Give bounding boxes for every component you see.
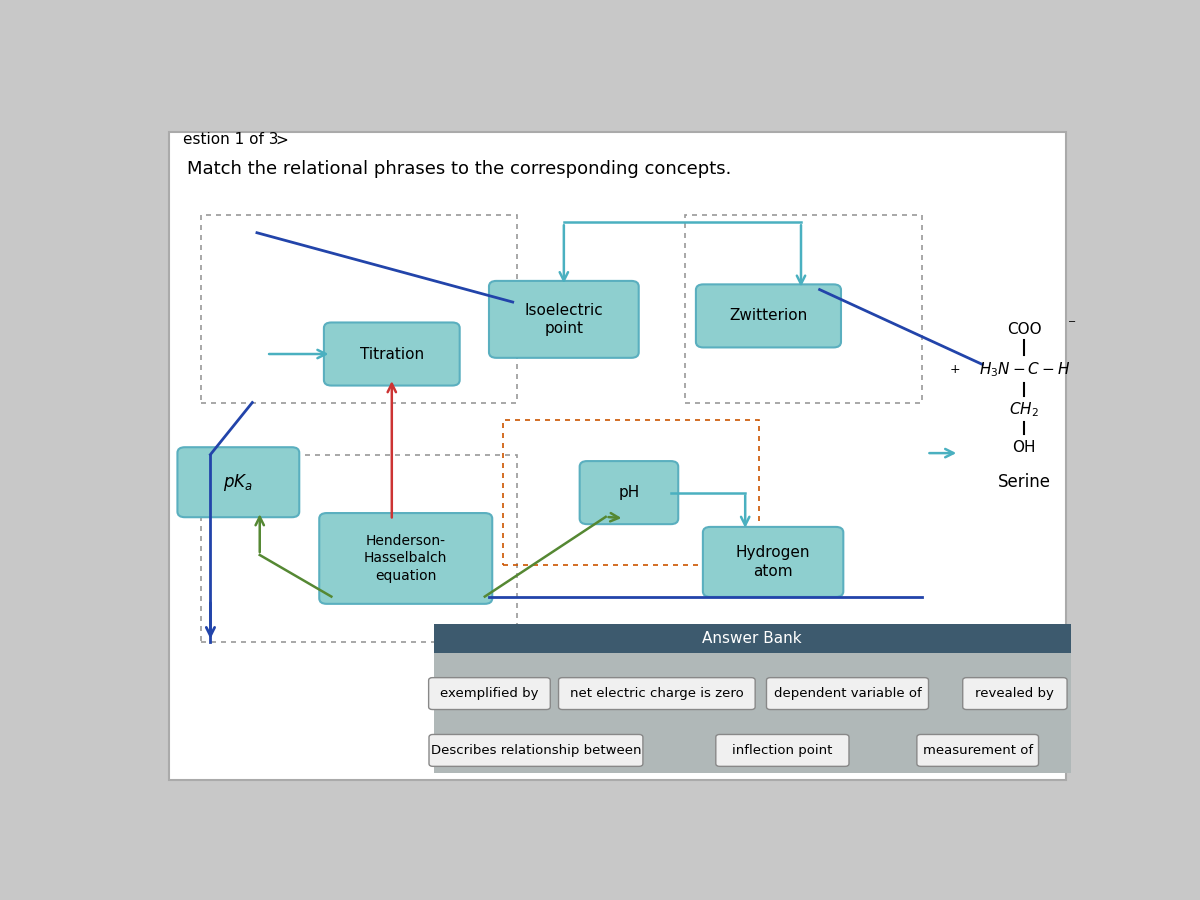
FancyBboxPatch shape (767, 678, 929, 709)
FancyBboxPatch shape (488, 281, 638, 358)
Text: Isoelectric
point: Isoelectric point (524, 302, 604, 337)
Text: +: + (949, 363, 960, 376)
Text: COO: COO (1007, 322, 1042, 338)
FancyBboxPatch shape (696, 284, 841, 347)
Text: $pK_a$: $pK_a$ (223, 472, 253, 492)
FancyBboxPatch shape (428, 678, 551, 709)
Text: Zwitterion: Zwitterion (730, 309, 808, 323)
Text: dependent variable of: dependent variable of (774, 687, 922, 700)
Bar (202, 454, 517, 642)
FancyBboxPatch shape (324, 322, 460, 385)
Text: revealed by: revealed by (976, 687, 1055, 700)
Text: $H_3N-C-H$: $H_3N-C-H$ (978, 360, 1070, 379)
Text: Describes relationship between: Describes relationship between (431, 744, 641, 757)
Text: Titration: Titration (360, 346, 424, 362)
FancyBboxPatch shape (319, 513, 492, 604)
Text: Serine: Serine (997, 473, 1051, 491)
Bar (504, 419, 760, 565)
Text: inflection point: inflection point (732, 744, 833, 757)
FancyBboxPatch shape (178, 447, 299, 518)
FancyBboxPatch shape (703, 526, 844, 597)
Text: Henderson-
Hasselbalch
equation: Henderson- Hasselbalch equation (364, 535, 448, 583)
FancyBboxPatch shape (430, 734, 643, 767)
Text: OH: OH (1013, 440, 1036, 455)
FancyBboxPatch shape (558, 678, 755, 709)
Text: exemplified by: exemplified by (440, 687, 539, 700)
FancyBboxPatch shape (168, 132, 1066, 780)
Text: $CH_2$: $CH_2$ (1009, 400, 1039, 418)
FancyBboxPatch shape (962, 678, 1067, 709)
Text: Answer Bank: Answer Bank (702, 631, 802, 646)
Text: estion 1 of 3: estion 1 of 3 (182, 132, 278, 148)
Text: >: > (276, 132, 288, 148)
Bar (202, 215, 517, 402)
Text: net electric charge is zero: net electric charge is zero (570, 687, 744, 700)
FancyBboxPatch shape (580, 461, 678, 524)
Text: pH: pH (618, 485, 640, 500)
Text: Hydrogen
atom: Hydrogen atom (736, 545, 810, 579)
FancyBboxPatch shape (917, 734, 1038, 767)
Bar (685, 215, 922, 402)
Text: $^-$: $^-$ (1066, 318, 1076, 332)
Bar (433, 625, 1070, 653)
FancyBboxPatch shape (716, 734, 848, 767)
Bar (433, 625, 1070, 773)
Text: Match the relational phrases to the corresponding concepts.: Match the relational phrases to the corr… (187, 160, 732, 178)
Text: measurement of: measurement of (923, 744, 1033, 757)
